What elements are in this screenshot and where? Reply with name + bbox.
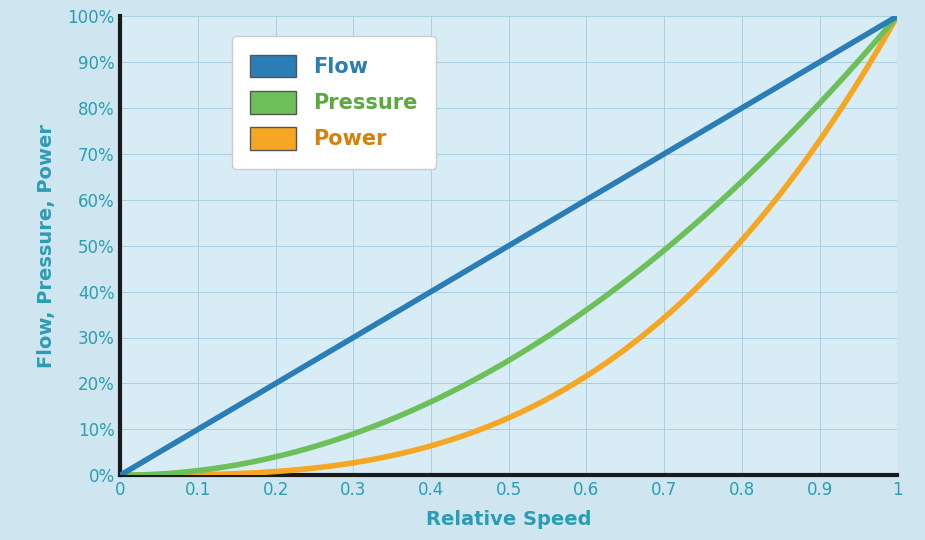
X-axis label: Relative Speed: Relative Speed xyxy=(426,510,591,529)
Y-axis label: Flow, Pressure, Power: Flow, Pressure, Power xyxy=(37,124,56,368)
Legend: Flow, Pressure, Power: Flow, Pressure, Power xyxy=(231,36,436,168)
